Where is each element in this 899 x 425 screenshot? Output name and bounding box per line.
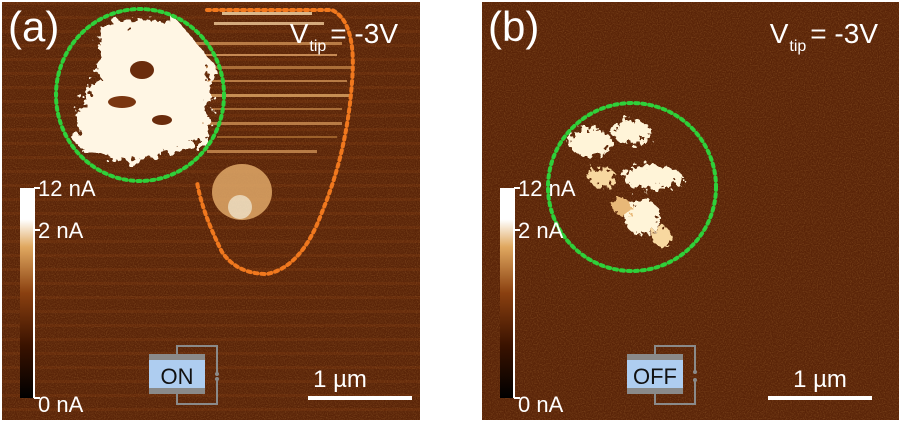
panel-a-label: (a) — [8, 3, 60, 50]
panel-a-switch-icon — [149, 345, 219, 405]
panel-a-switch-label: ON — [160, 364, 194, 389]
panel-b-bright-blob — [568, 120, 682, 247]
panel-a-blob-holes — [108, 61, 172, 125]
panel-a-bright-blob — [72, 20, 212, 162]
panel-b-image — [482, 2, 899, 420]
panel-a-green-outline — [54, 7, 226, 183]
panel-a-streak-region — [192, 12, 352, 220]
panel-b-green-outline — [546, 101, 718, 273]
panel-b-colorbar-max: 12 nA — [518, 176, 576, 201]
panel-a-colorbar-mid: 2 nA — [38, 218, 84, 243]
panel-b-switch-label: OFF — [633, 364, 677, 389]
panel-a-image — [2, 2, 420, 420]
panel-b-scalebar-label: 1 µm — [793, 366, 847, 393]
panel-a-colorbar — [20, 188, 34, 398]
panel-b-scalebar — [768, 396, 872, 400]
panel-a-scalebar — [308, 396, 412, 400]
panel-b-conductance-map: (b) Vtip = -3V 12 nA 2 nA 0 nA OFF 1 µm — [482, 2, 899, 420]
panel-b-noise — [482, 2, 899, 420]
panel-b-colorbar — [500, 188, 514, 398]
panel-a-colorbar-max: 12 nA — [38, 176, 96, 201]
panel-a-scalebar-label: 1 µm — [313, 366, 367, 393]
panel-a-orange-outline — [195, 8, 355, 277]
panel-b-switch-icon — [627, 345, 697, 405]
panel-a-conductance-map: (a) Vtip = -3V 12 nA 2 nA 0 nA ON 1 µm — [2, 2, 420, 420]
panel-a-colorbar-min: 0 nA — [38, 392, 84, 417]
panel-a-vtip: Vtip = -3V — [289, 18, 398, 55]
panel-b-vtip: Vtip = -3V — [769, 18, 878, 55]
panel-b-label: (b) — [488, 3, 540, 50]
panel-b-colorbar-min: 0 nA — [518, 392, 564, 417]
panel-b-colorbar-mid: 2 nA — [518, 218, 564, 243]
